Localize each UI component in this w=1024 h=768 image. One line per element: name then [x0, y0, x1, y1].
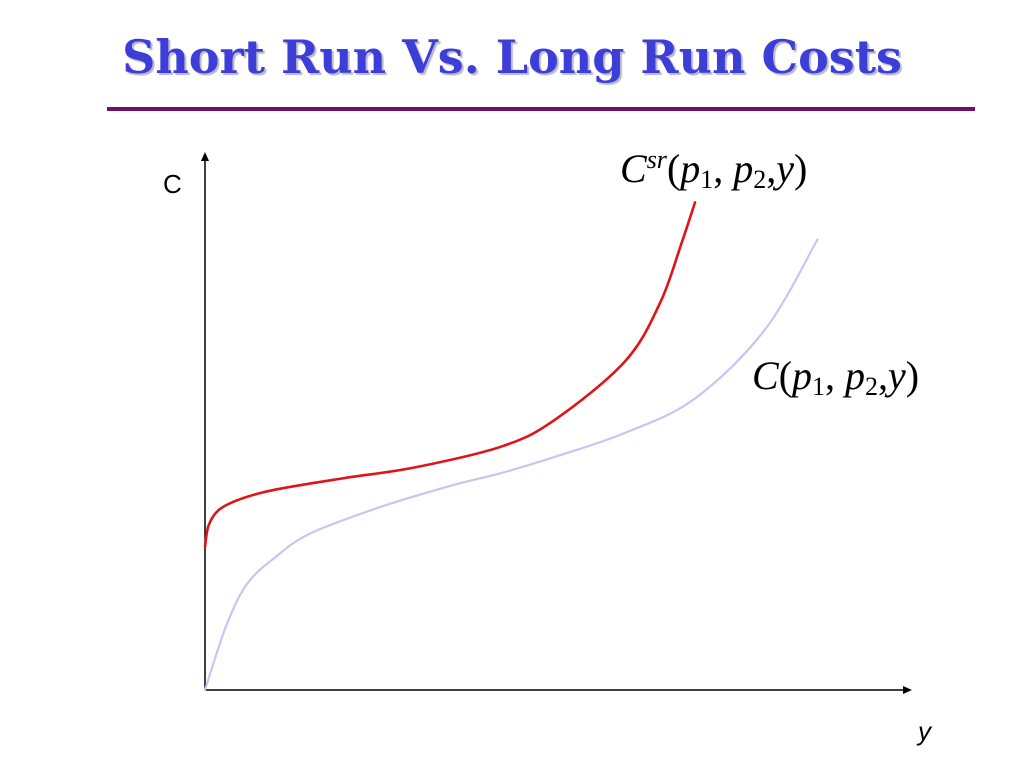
title-divider — [107, 107, 975, 111]
slide-title: Short Run Vs. Long Run Costs — [122, 30, 902, 84]
short-run-cost-curve — [203, 201, 697, 549]
y-axis-label: C — [163, 169, 182, 199]
series-layer — [203, 201, 819, 692]
short-run-cost-label: Csr(p1, p2,y) — [620, 145, 807, 194]
long-run-cost-label: C(p1, p2,y) — [752, 353, 919, 401]
x-axis-label: y — [916, 716, 933, 746]
long-run-cost-curve — [203, 238, 819, 692]
